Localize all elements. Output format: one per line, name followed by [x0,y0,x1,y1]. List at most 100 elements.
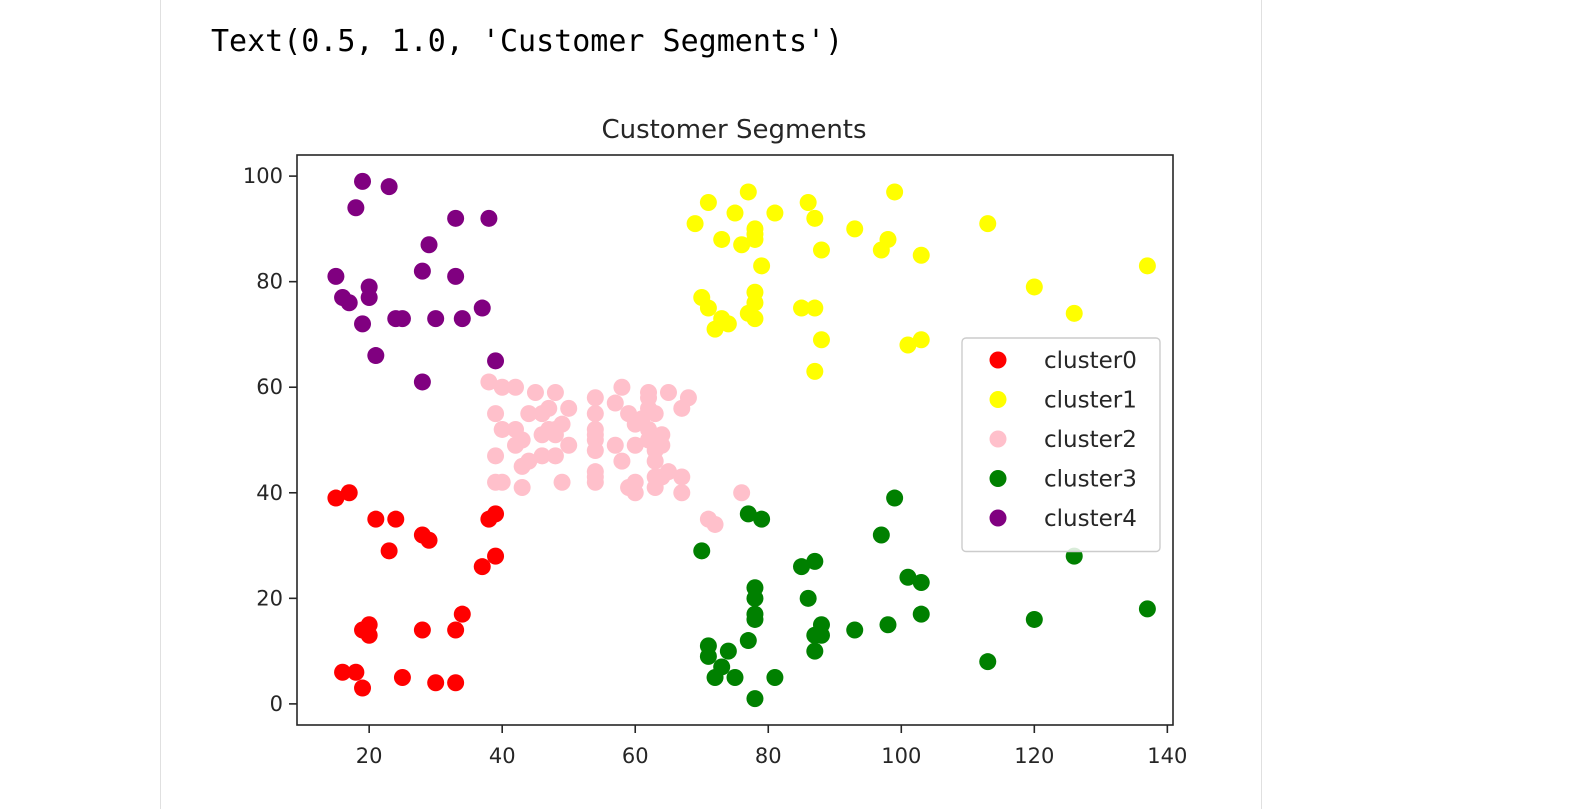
data-point [447,209,465,227]
notebook-cell-right-border [1261,0,1262,809]
data-point [766,204,784,222]
chart-title: Customer Segments [601,115,866,145]
y-axis: 0 20 40 60 80 100 [243,164,297,716]
legend-marker [989,470,1007,487]
data-point [347,663,365,681]
data-point [387,510,405,528]
data-point [879,230,897,248]
data-point [367,510,385,528]
data-point [606,394,624,412]
data-point [480,209,498,227]
x-tick-label: 20 [356,744,383,768]
data-point [879,616,897,634]
data-point [533,447,551,465]
legend-marker [989,430,1007,448]
legend-label: cluster0 [1044,348,1137,374]
data-point [739,632,757,650]
data-point [487,505,505,523]
y-tick-label: 100 [243,164,283,188]
data-point [340,484,358,502]
data-point [380,178,398,196]
data-point [713,230,731,248]
data-point [1138,257,1156,275]
data-point [560,436,578,454]
series-cluster3 [693,489,1156,708]
data-point [726,204,744,222]
legend-label: cluster4 [1044,506,1137,532]
data-point [739,183,757,201]
data-point [526,384,544,401]
data-point [673,484,691,502]
data-point [812,331,830,349]
y-tick-label: 40 [256,481,283,505]
data-point [367,347,385,365]
data-point [812,241,830,259]
legend-box [961,337,1161,553]
data-point [354,315,372,333]
y-tick-label: 0 [270,692,283,716]
data-point [487,447,505,465]
data-point [753,510,771,528]
data-point [487,352,505,370]
data-point [427,310,445,328]
x-tick-label: 120 [1014,744,1054,768]
data-point [553,473,571,491]
data-point [699,647,717,665]
data-point [520,405,538,423]
x-tick-label: 40 [489,744,516,768]
data-point [1025,610,1043,628]
data-point [626,436,644,454]
data-point [673,468,691,486]
data-point [626,473,644,491]
data-point [413,262,431,280]
data-point [706,515,724,533]
data-point [413,373,431,391]
data-point [613,452,631,470]
series-cluster2 [480,373,751,533]
data-point [659,463,677,481]
data-point [613,378,631,396]
data-point [553,415,571,433]
legend-label: cluster3 [1044,467,1137,493]
data-point [719,642,737,660]
data-point [693,542,711,560]
x-tick-label: 140 [1147,744,1187,768]
data-point [334,663,352,681]
y-tick-label: 60 [256,375,283,399]
data-point [340,294,358,312]
y-tick-label: 20 [256,586,283,610]
data-point [753,257,771,275]
data-point [912,246,930,264]
data-point [979,653,997,671]
data-point [746,690,764,708]
data-point [806,299,824,317]
data-point [726,669,744,686]
data-point [413,621,431,639]
data-point [739,505,757,523]
legend-label: cluster1 [1044,388,1137,414]
data-point [979,215,997,233]
data-point [586,426,604,444]
data-point [447,674,465,692]
data-point [746,589,764,607]
data-point [360,278,378,296]
y-tick-label: 80 [256,270,283,294]
data-point [766,669,784,686]
data-point [719,315,737,333]
data-point [1138,600,1156,618]
data-point [799,194,817,211]
data-point [354,679,372,697]
data-point [1065,304,1083,322]
data-point [653,426,671,444]
data-point [393,310,411,328]
data-point [686,215,704,233]
data-point [393,669,411,686]
data-point [733,236,751,254]
data-point [347,199,365,217]
data-point [746,610,764,628]
x-tick-label: 100 [881,744,921,768]
data-point [420,531,438,549]
data-point [646,405,664,423]
legend-label: cluster2 [1044,427,1137,453]
data-point [493,473,511,491]
